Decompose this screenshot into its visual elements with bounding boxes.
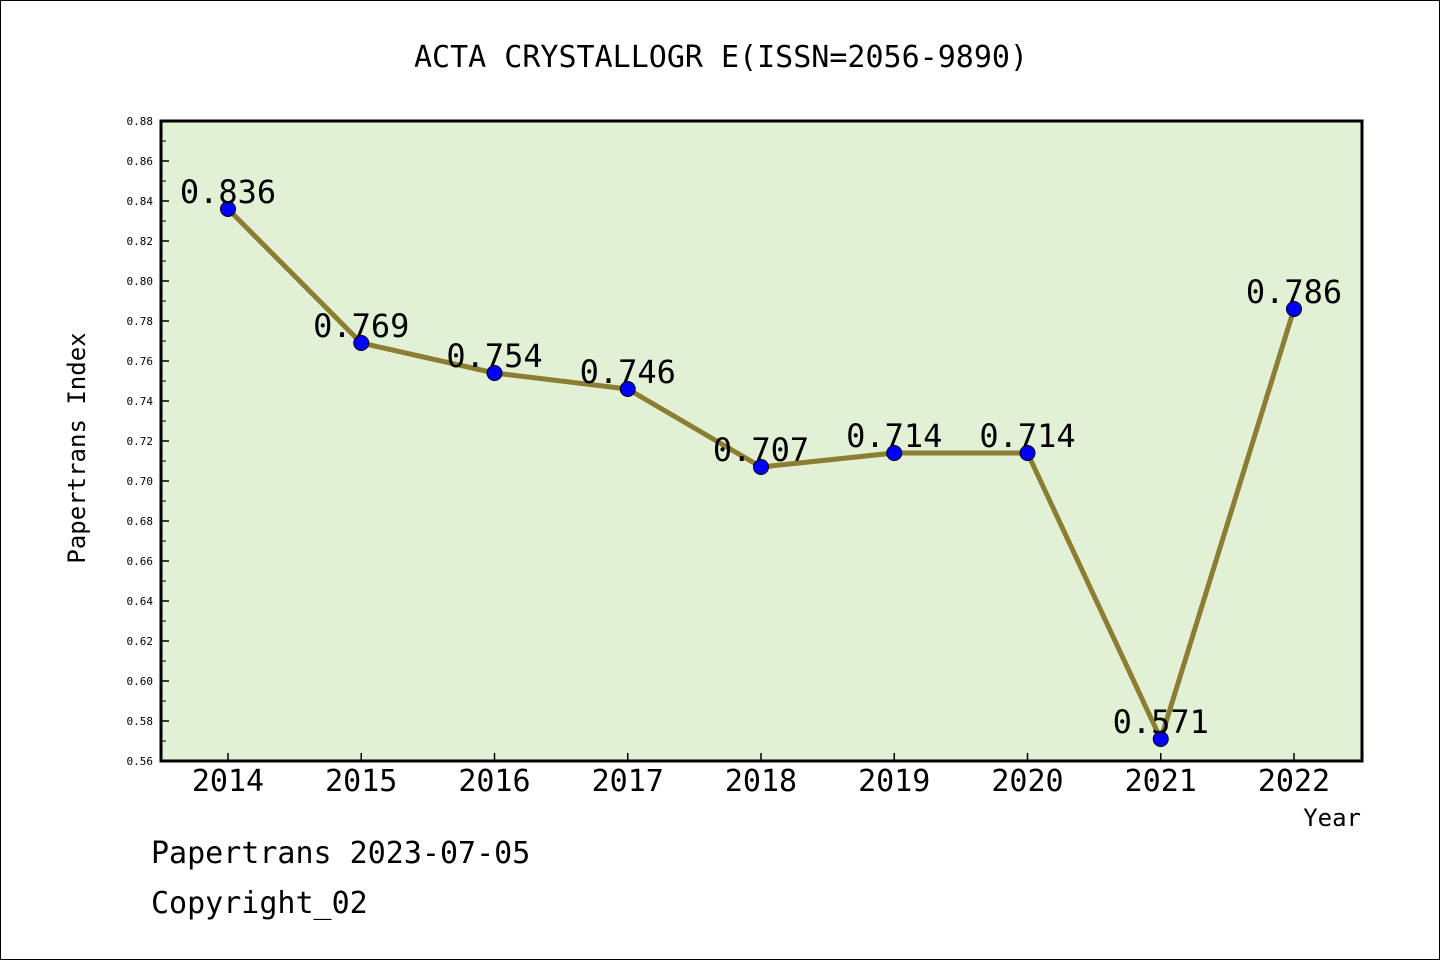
data-label-2022: 0.786	[1246, 273, 1342, 311]
data-label-2015: 0.769	[313, 307, 409, 345]
y-tick-label: 0.82	[127, 235, 154, 248]
y-tick-label: 0.78	[127, 315, 154, 328]
data-point-2014	[220, 201, 236, 217]
x-axis: 2014 2015 2016 2017 2018 2019 2020 2021 2022	[192, 753, 1330, 799]
y-tick-label: 0.76	[127, 355, 154, 368]
chart-title: ACTA CRYSTALLOGR E(ISSN=2056-9890)	[414, 40, 1028, 75]
y-tick-label: 0.74	[127, 395, 154, 408]
data-label-2014: 0.836	[180, 173, 276, 211]
x-tick-label: 2018	[725, 764, 797, 799]
data-label-2016: 0.754	[446, 337, 542, 375]
data-point-2022	[1286, 301, 1302, 317]
x-tick-label: 2020	[991, 764, 1063, 799]
y-axis: 0.56 0.58 0.60 0.62 0.64 0.66 0.68 0.70 0.72 0.74…	[127, 115, 169, 768]
data-point-2020	[1019, 445, 1036, 461]
y-tick-label: 0.64	[127, 595, 154, 608]
x-tick-label: 2016	[458, 764, 530, 799]
y-tick-label: 0.80	[127, 275, 154, 288]
y-tick-label: 0.84	[127, 195, 154, 208]
y-tick-label: 0.66	[127, 555, 154, 568]
y-tick-label: 0.86	[127, 155, 154, 168]
x-tick-label: 2017	[592, 764, 664, 799]
y-tick-label: 0.56	[127, 755, 154, 768]
y-tick-label: 0.72	[127, 435, 154, 448]
x-axis-title: Year	[1303, 804, 1361, 832]
data-point-2021	[1152, 731, 1169, 747]
data-label-2017: 0.746	[580, 353, 676, 391]
data-point-2018	[753, 459, 769, 475]
y-axis-title: Papertrans Index	[63, 332, 91, 563]
plot-area	[159, 119, 1364, 763]
data-label-2018: 0.707	[713, 431, 809, 469]
footer-date: Papertrans 2023-07-05	[151, 836, 531, 871]
data-point-2016	[486, 365, 503, 381]
x-tick-label: 2015	[325, 764, 397, 799]
y-tick-label: 0.60	[127, 675, 154, 688]
data-label-2019: 0.714	[846, 417, 942, 455]
x-tick-label: 2019	[858, 764, 930, 799]
y-tick-label: 0.88	[127, 115, 154, 128]
data-point-2019	[886, 445, 903, 461]
data-label-2020: 0.714	[979, 417, 1075, 455]
data-point-2017	[619, 381, 636, 397]
x-tick-label: 2014	[192, 764, 264, 799]
y-tick-label: 0.58	[127, 715, 154, 728]
y-tick-label: 0.68	[127, 515, 154, 528]
data-label-2021: 0.571	[1113, 703, 1209, 741]
data-point-2015	[353, 335, 370, 351]
y-tick-label: 0.70	[127, 475, 154, 488]
y-tick-label: 0.62	[127, 635, 154, 648]
series-papertrans-index: 0.836 0.769 0.754 0.746 0.707 0.714 0.714 0.571…	[180, 173, 1342, 747]
x-tick-label: 2022	[1258, 764, 1330, 799]
footer-copyright: Copyright_02	[151, 886, 368, 921]
x-tick-label: 2021	[1125, 764, 1197, 799]
